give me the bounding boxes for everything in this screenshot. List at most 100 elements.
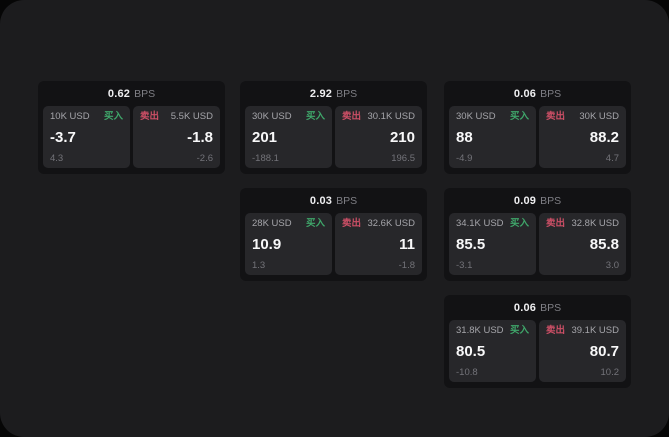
buy-quote-tile[interactable]: 30K USD 买入 201 -188.1 <box>245 106 332 168</box>
buy-quote-tile[interactable]: 31.8K USD 买入 80.5 -10.8 <box>449 320 536 382</box>
buy-price: 88 <box>456 129 473 146</box>
buy-notional: 10K USD <box>50 111 90 122</box>
spread-unit: BPS <box>540 87 562 100</box>
sell-quote-tile[interactable]: 卖出 32.6K USD 11 -1.8 <box>335 213 422 275</box>
spread-value: 0.09 <box>513 194 537 207</box>
sell-notional: 32.6K USD <box>367 218 415 229</box>
buy-price: 201 <box>252 129 278 146</box>
sell-price: -1.8 <box>187 129 213 146</box>
sell-notional: 32.8K USD <box>571 218 619 229</box>
buy-meta-row: 34.1K USD 买入 <box>456 219 529 229</box>
buy-side-label: 买入 <box>509 111 529 122</box>
sell-notional: 30K USD <box>579 111 619 122</box>
buy-meta-row: 31.8K USD 买入 <box>456 326 529 336</box>
quote-card: 0.06 BPS 30K USD 买入 88 -4.9 卖出 30K USD <box>444 81 631 174</box>
spread-value: 0.62 <box>107 87 131 100</box>
sell-delta: 10.2 <box>600 366 620 378</box>
sell-meta-row: 卖出 30.1K USD <box>342 112 415 122</box>
buy-price: -3.7 <box>50 129 76 146</box>
spread-header: 0.62 BPS <box>38 81 225 106</box>
sell-side-label: 卖出 <box>546 218 566 229</box>
quote-card: 0.06 BPS 31.8K USD 买入 80.5 -10.8 卖出 39.1… <box>444 295 631 388</box>
sell-price: 88.2 <box>589 129 619 146</box>
quote-card: 0.03 BPS 28K USD 买入 10.9 1.3 卖出 32.6K US… <box>240 188 427 281</box>
spread-unit: BPS <box>336 87 358 100</box>
sell-meta-row: 卖出 30K USD <box>546 112 619 122</box>
buy-quote-tile[interactable]: 10K USD 买入 -3.7 4.3 <box>43 106 130 168</box>
buy-notional: 28K USD <box>252 218 292 229</box>
spread-header: 0.06 BPS <box>444 295 631 320</box>
quote-body: 30K USD 买入 201 -188.1 卖出 30.1K USD 210 1… <box>240 106 427 168</box>
sell-price: 80.7 <box>589 343 619 360</box>
buy-notional: 34.1K USD <box>456 218 504 229</box>
buy-notional: 30K USD <box>456 111 496 122</box>
sell-notional: 30.1K USD <box>367 111 415 122</box>
quote-card: 2.92 BPS 30K USD 买入 201 -188.1 卖出 30.1K … <box>240 81 427 174</box>
quote-card: 0.62 BPS 10K USD 买入 -3.7 4.3 卖出 5.5K USD <box>38 81 225 174</box>
quote-body: 10K USD 买入 -3.7 4.3 卖出 5.5K USD -1.8 -2.… <box>38 106 225 168</box>
sell-quote-tile[interactable]: 卖出 5.5K USD -1.8 -2.6 <box>133 106 220 168</box>
spread-value: 0.03 <box>309 194 333 207</box>
sell-quote-tile[interactable]: 卖出 39.1K USD 80.7 10.2 <box>539 320 626 382</box>
buy-quote-tile[interactable]: 30K USD 买入 88 -4.9 <box>449 106 536 168</box>
spread-header: 0.06 BPS <box>444 81 631 106</box>
buy-delta: -4.9 <box>456 152 473 164</box>
sell-notional: 39.1K USD <box>571 325 619 336</box>
quote-body: 30K USD 买入 88 -4.9 卖出 30K USD 88.2 4.7 <box>444 106 631 168</box>
buy-side-label: 买入 <box>103 111 123 122</box>
buy-quote-tile[interactable]: 34.1K USD 买入 85.5 -3.1 <box>449 213 536 275</box>
buy-meta-row: 10K USD 买入 <box>50 112 123 122</box>
buy-side-label: 买入 <box>509 218 529 229</box>
quote-body: 28K USD 买入 10.9 1.3 卖出 32.6K USD 11 -1.8 <box>240 213 427 275</box>
quote-body: 34.1K USD 买入 85.5 -3.1 卖出 32.8K USD 85.8… <box>444 213 631 275</box>
spread-value: 2.92 <box>309 87 333 100</box>
buy-price: 10.9 <box>252 236 282 253</box>
sell-side-label: 卖出 <box>342 111 362 122</box>
sell-price: 85.8 <box>589 236 619 253</box>
sell-quote-tile[interactable]: 卖出 30.1K USD 210 196.5 <box>335 106 422 168</box>
sell-side-label: 卖出 <box>546 111 566 122</box>
buy-price: 85.5 <box>456 236 486 253</box>
spread-unit: BPS <box>540 194 562 207</box>
sell-price: 210 <box>389 129 415 146</box>
buy-quote-tile[interactable]: 28K USD 买入 10.9 1.3 <box>245 213 332 275</box>
buy-delta: -188.1 <box>252 152 279 164</box>
quote-card: 0.09 BPS 34.1K USD 买入 85.5 -3.1 卖出 32.8K… <box>444 188 631 281</box>
buy-delta: -3.1 <box>456 259 473 271</box>
quote-body: 31.8K USD 买入 80.5 -10.8 卖出 39.1K USD 80.… <box>444 320 631 382</box>
spread-header: 2.92 BPS <box>240 81 427 106</box>
buy-notional: 31.8K USD <box>456 325 504 336</box>
sell-delta: -2.6 <box>196 152 213 164</box>
buy-price: 80.5 <box>456 343 486 360</box>
sell-delta: -1.8 <box>398 259 415 271</box>
sell-meta-row: 卖出 5.5K USD <box>140 112 213 122</box>
spread-unit: BPS <box>540 301 562 314</box>
buy-side-label: 买入 <box>305 218 325 229</box>
buy-delta: 4.3 <box>50 152 64 164</box>
buy-delta: -10.8 <box>456 366 478 378</box>
buy-side-label: 买入 <box>305 111 325 122</box>
spread-unit: BPS <box>336 194 358 207</box>
sell-side-label: 卖出 <box>546 325 566 336</box>
sell-quote-tile[interactable]: 卖出 30K USD 88.2 4.7 <box>539 106 626 168</box>
buy-side-label: 买入 <box>509 325 529 336</box>
spread-value: 0.06 <box>513 87 537 100</box>
buy-meta-row: 30K USD 买入 <box>252 112 325 122</box>
spread-value: 0.06 <box>513 301 537 314</box>
sell-side-label: 卖出 <box>342 218 362 229</box>
sell-delta: 196.5 <box>391 152 415 164</box>
buy-notional: 30K USD <box>252 111 292 122</box>
sell-notional: 5.5K USD <box>170 111 213 122</box>
sell-quote-tile[interactable]: 卖出 32.8K USD 85.8 3.0 <box>539 213 626 275</box>
sell-meta-row: 卖出 32.6K USD <box>342 219 415 229</box>
sell-meta-row: 卖出 39.1K USD <box>546 326 619 336</box>
buy-meta-row: 28K USD 买入 <box>252 219 325 229</box>
spread-header: 0.03 BPS <box>240 188 427 213</box>
sell-delta: 3.0 <box>605 259 619 271</box>
spread-header: 0.09 BPS <box>444 188 631 213</box>
sell-price: 11 <box>399 236 415 253</box>
buy-delta: 1.3 <box>252 259 266 271</box>
sell-delta: 4.7 <box>605 152 619 164</box>
